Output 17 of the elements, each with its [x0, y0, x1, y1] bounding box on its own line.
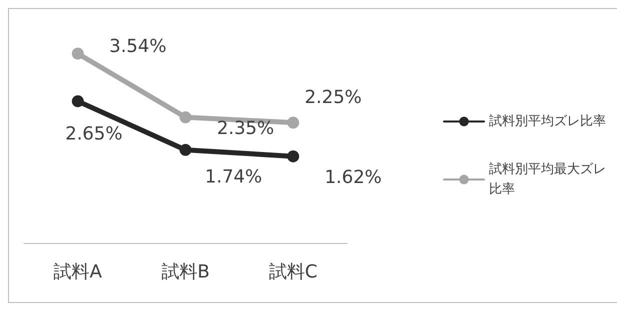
- point: [180, 144, 192, 156]
- point: [72, 48, 84, 60]
- data-label: 2.35%: [216, 118, 274, 139]
- x-tick-label: 試料B: [161, 262, 210, 282]
- x-tick-label: 試料A: [54, 262, 103, 282]
- data-label: 1.62%: [324, 166, 382, 188]
- point: [180, 111, 192, 124]
- point: [72, 95, 84, 108]
- point: [287, 116, 300, 129]
- legend-label: 試料別平均ズレ比率: [489, 113, 606, 129]
- data-label: 2.25%: [304, 87, 362, 108]
- data-label: 2.65%: [65, 124, 122, 145]
- x-tick-label: 試料C: [268, 262, 318, 282]
- data-label: 1.74%: [204, 166, 262, 188]
- legend-label: 試料別平均最大ズレ比率: [489, 162, 606, 197]
- data-label: 3.54%: [109, 36, 166, 58]
- point: [287, 150, 300, 162]
